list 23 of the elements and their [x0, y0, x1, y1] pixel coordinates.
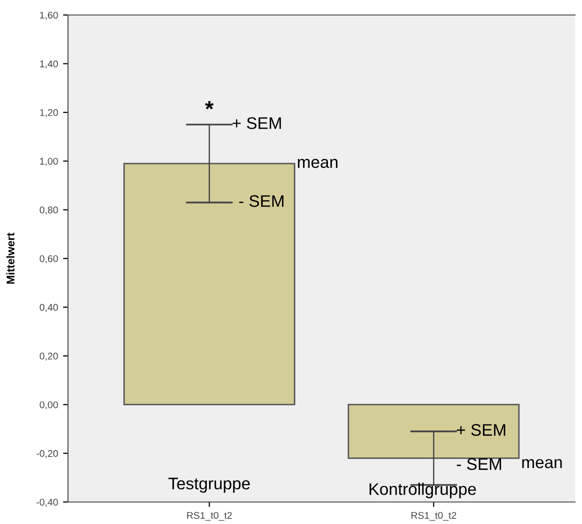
y-tick-label: 1,40 — [40, 60, 58, 68]
x-tick-label: RS1_t0_t2 — [187, 512, 232, 521]
annotation: * — [205, 101, 214, 110]
y-tick-label: 0,80 — [40, 206, 58, 215]
annotation: - SEM — [456, 458, 502, 470]
y-tick-label: -0,20 — [36, 450, 58, 458]
annotation: Kontrollgruppe — [370, 482, 476, 498]
y-tick-label: 0,60 — [40, 255, 58, 264]
annotation: + SEM — [232, 117, 281, 130]
annotation: mean — [522, 459, 562, 468]
annotation: - SEM — [239, 195, 284, 207]
y-tick-label: 0,40 — [40, 304, 58, 312]
annotation: Testgruppe — [168, 478, 250, 493]
annotation: mean — [298, 158, 338, 168]
y-tick-label: -0,40 — [36, 498, 58, 507]
y-tick-label: 1,00 — [40, 158, 58, 166]
y-axis-title: Mittelwert — [6, 232, 14, 284]
y-tick-label: 1,60 — [40, 12, 58, 20]
y-tick-label: 1,20 — [40, 109, 58, 118]
annotation: + SEM — [456, 424, 506, 436]
x-tick-label: RS1_t0_t2 — [411, 512, 456, 521]
y-tick-label: 0,20 — [40, 352, 58, 361]
y-tick-label: 0,00 — [40, 401, 58, 410]
